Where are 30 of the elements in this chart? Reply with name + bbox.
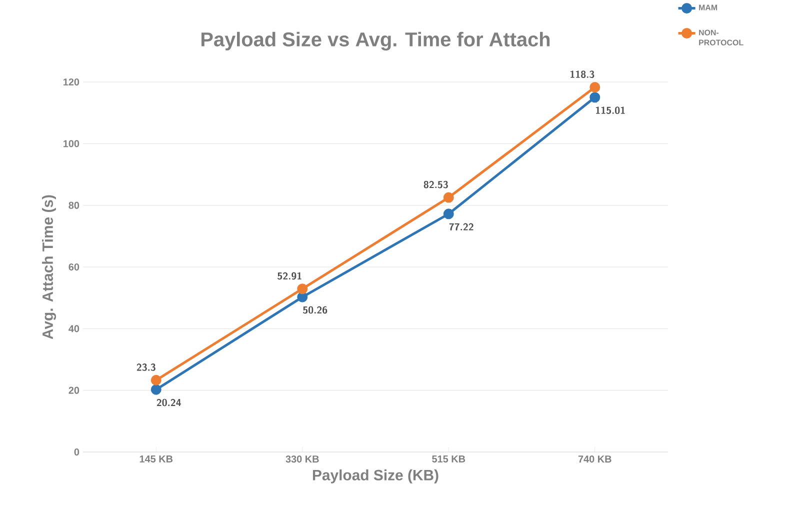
y-tick-label: 60 [68, 263, 80, 271]
data-label: 20.24 [156, 398, 182, 406]
y-tick-label: 120 [63, 78, 80, 86]
point [297, 284, 308, 294]
point [590, 92, 600, 103]
point [443, 208, 454, 220]
x-tick-label: 515 KB [432, 456, 466, 462]
x-axis-title: Payload Size (KB) [312, 469, 438, 484]
data-label: 82.53 [424, 180, 448, 188]
y-tick-label: 0 [74, 448, 80, 456]
y-tick-label: 80 [68, 202, 80, 209]
chart-title: Payload Size vs Avg. Time for Attach [202, 32, 550, 50]
x-tick-label: 330 KB [286, 456, 319, 463]
y-axis-title: Avg. Attach Time (s) [42, 195, 56, 340]
y-tick-label: 40 [68, 325, 80, 332]
point [590, 82, 600, 92]
x-tick-label: 740 KB [578, 456, 612, 463]
point [150, 384, 162, 395]
data-label: 23.3 [136, 364, 156, 371]
point [297, 292, 308, 302]
x-tick-label: 145 KB [140, 456, 173, 462]
y-tick-label: 20 [68, 386, 80, 394]
data-label: 52.91 [278, 272, 302, 280]
data-label: 50.26 [303, 306, 328, 314]
data-label: 118.3 [570, 70, 594, 78]
y-tick-label: 100 [63, 140, 80, 148]
point [150, 374, 162, 386]
point [443, 192, 454, 203]
data-label: 77.22 [449, 223, 474, 230]
data-label: 115.01 [596, 106, 625, 114]
